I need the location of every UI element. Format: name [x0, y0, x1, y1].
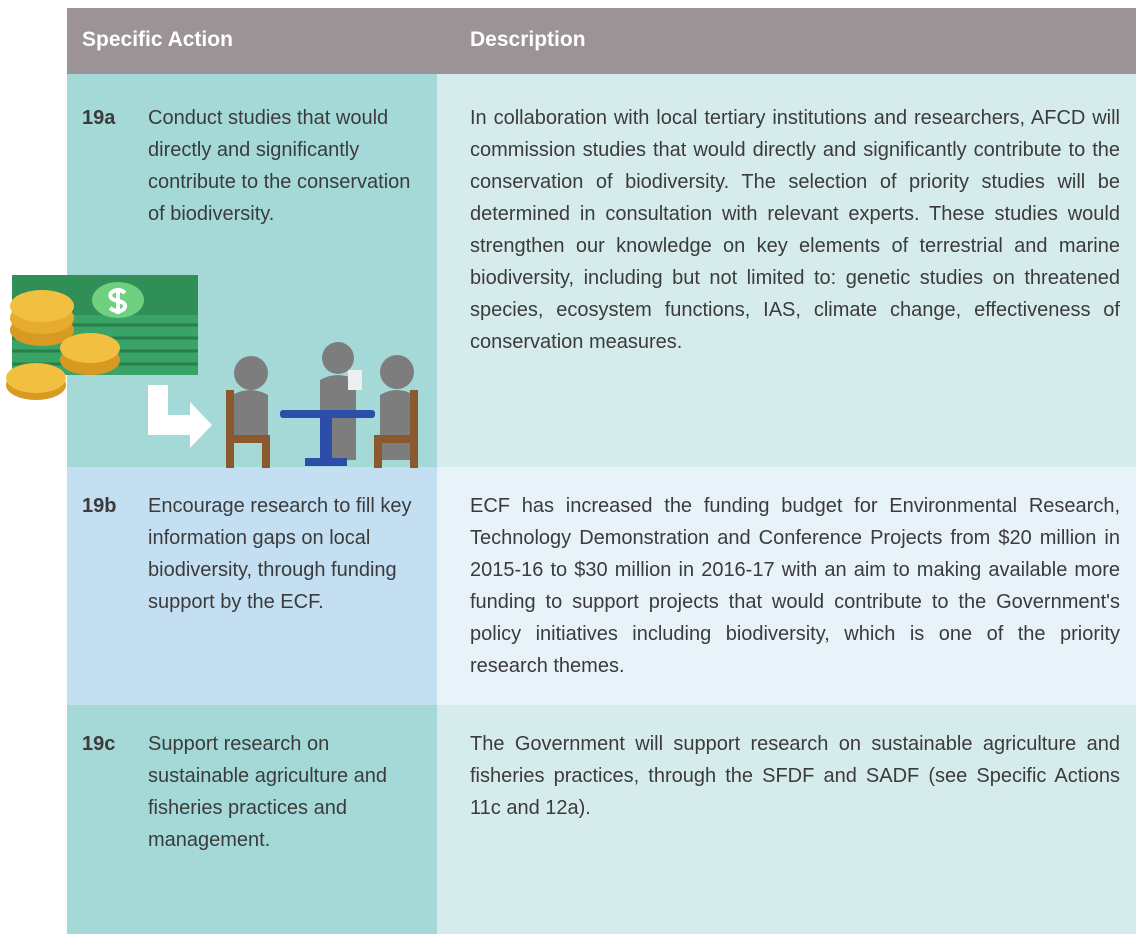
header-cell: Description: [470, 28, 586, 51]
dollar-icon: [108, 288, 128, 314]
header-cell: Specific Action: [82, 28, 233, 51]
row-cell: [67, 705, 437, 934]
description: In collaboration with local tertiary ins…: [470, 107, 1120, 353]
action-text: Support research on sustainable agricult…: [148, 733, 388, 851]
description: The Government will support research on …: [470, 733, 1120, 819]
action-id: 19a: [82, 107, 116, 129]
coins: [6, 290, 120, 400]
action-id: 19c: [82, 733, 116, 755]
papers: [348, 370, 362, 390]
action-text: Conduct studies that would directly and …: [148, 107, 411, 225]
table-header: Specific Action Description: [67, 8, 1136, 74]
chairs: [226, 390, 418, 468]
arrow: [148, 385, 212, 448]
row-cell: [437, 705, 1136, 934]
row-cell: [437, 74, 1136, 467]
row-cell: [437, 467, 1136, 705]
table: [280, 410, 375, 466]
illustration: [6, 275, 418, 468]
description: ECF has increased the funding budget for…: [470, 495, 1120, 677]
action-id: 19b: [82, 495, 117, 517]
row-cell: [67, 467, 437, 705]
action-text: Encourage research to fill key informati…: [148, 495, 412, 613]
